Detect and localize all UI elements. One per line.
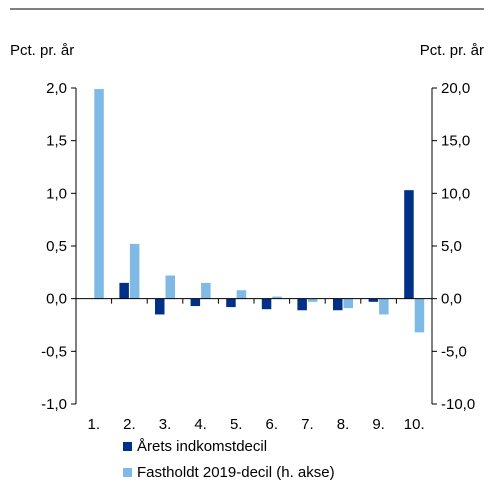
- left-axis-ticks: 2,0 1,5 1,0 0,5 0,0 -0,5 -1,0: [41, 80, 76, 413]
- bar-series-2: [165, 275, 175, 299]
- bar-series-2: [272, 296, 282, 299]
- right-tick-label: 20,0: [441, 80, 470, 97]
- right-tick-label: 5,0: [441, 238, 462, 255]
- right-tick-label: -5,0: [441, 343, 467, 360]
- bar-series-1: [333, 298, 343, 311]
- bars: [83, 89, 425, 333]
- category-label: 3.: [159, 416, 172, 433]
- left-tick-label: 1,0: [46, 185, 67, 202]
- category-label: 9.: [372, 416, 385, 433]
- category-label: 10.: [404, 416, 425, 433]
- category-label: 8.: [337, 416, 350, 433]
- legend-label-series-1: Årets indkomstdecil: [137, 438, 267, 455]
- bar-series-1: [226, 298, 236, 308]
- category-label: 1.: [88, 416, 101, 433]
- legend-label-series-2: Fastholdt 2019-decil (h. akse): [137, 464, 335, 481]
- left-tick-label: 2,0: [46, 80, 67, 97]
- right-tick-label: 0,0: [441, 291, 462, 308]
- category-label: 6.: [266, 416, 279, 433]
- right-axis-ticks: 20,0 15,0 10,0 5,0 0,0 -5,0 -10,0: [432, 80, 475, 413]
- bar-series-2: [307, 298, 318, 302]
- bar-series-2: [94, 89, 104, 299]
- left-tick-label: 0,5: [46, 238, 67, 255]
- bar-series-1: [261, 298, 272, 310]
- left-tick-label: -1,0: [41, 396, 67, 413]
- right-tick-label: 15,0: [441, 133, 470, 150]
- bar-series-1: [155, 298, 165, 315]
- legend-swatch-series-2: [123, 468, 132, 477]
- bar-series-1: [190, 298, 201, 307]
- bar-series-2: [236, 290, 247, 299]
- category-label: 4.: [194, 416, 207, 433]
- category-label: 7.: [301, 416, 314, 433]
- category-label: 5.: [230, 416, 243, 433]
- bar-series-2: [343, 298, 353, 309]
- right-tick-label: -10,0: [441, 396, 475, 413]
- category-label: 2.: [123, 416, 136, 433]
- legend: Årets indkomstdecil Fastholdt 2019-decil…: [123, 438, 335, 481]
- bar-series-2: [129, 243, 140, 299]
- right-tick-label: 10,0: [441, 185, 470, 202]
- bar-series-1: [297, 298, 307, 311]
- category-labels: 1. 2. 3. 4. 5. 6. 7. 8. 9. 10.: [88, 298, 425, 433]
- legend-swatch-series-1: [123, 442, 132, 451]
- bar-series-2: [201, 282, 211, 299]
- bar-series-2: [414, 298, 425, 333]
- left-tick-label: 0,0: [46, 291, 67, 308]
- left-tick-label: 1,5: [46, 133, 67, 150]
- bar-series-1: [119, 282, 129, 299]
- left-unit-label: Pct. pr. år: [10, 42, 74, 59]
- right-unit-label: Pct. pr. år: [420, 42, 484, 59]
- bar-series-1: [368, 298, 379, 302]
- left-tick-label: -0,5: [41, 343, 67, 360]
- bar-series-1: [404, 190, 414, 299]
- bar-series-2: [379, 298, 389, 315]
